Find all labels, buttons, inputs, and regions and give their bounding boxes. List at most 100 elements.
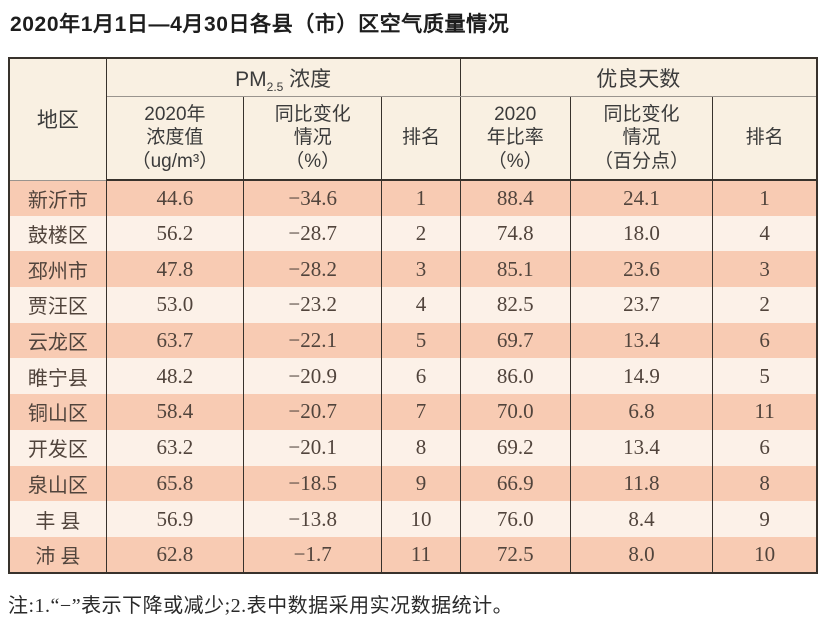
pm-rank-cell: 9: [381, 465, 461, 502]
good-change-cell: 6.8: [569, 394, 714, 430]
good-rank-cell: 4: [712, 215, 818, 252]
pm-value-cell: 53.0: [105, 287, 245, 323]
good-rank-cell: 10: [712, 536, 818, 573]
good-rank-column-header: 排名: [712, 96, 818, 181]
table-row: 贾汪区 53.0 −23.2 4 82.5 23.7 2: [8, 287, 818, 323]
pm-value-cell: 47.8: [105, 251, 245, 288]
good-rate-cell: 76.0: [459, 501, 571, 537]
good-rank-cell: 11: [712, 394, 818, 430]
table-row: 睢宁县 48.2 −20.9 6 86.0 14.9 5: [8, 358, 818, 395]
table-row: 开发区 63.2 −20.1 8 69.2 13.4 6: [8, 429, 818, 466]
air-quality-table: 地区 PM2.5 浓度 优良天数 2020年 浓度值 （ug/m³） 同比变化 …: [8, 57, 818, 574]
good-rank-cell: 6: [712, 429, 818, 466]
good-days-group-header: 优良天数: [459, 58, 818, 97]
good-change-cell: 8.0: [569, 536, 714, 573]
pm-rank-cell: 4: [381, 287, 461, 323]
pm-rank-cell: 10: [381, 501, 461, 537]
pm25-label-prefix: PM: [235, 67, 267, 91]
table-row: 铜山区 58.4 −20.7 7 70.0 6.8 11: [8, 394, 818, 430]
table-row: 沛 县 62.8 −1.7 11 72.5 8.0 10: [8, 536, 818, 573]
pm-value-cell: 65.8: [105, 465, 245, 502]
pm-value-cell: 58.4: [105, 394, 245, 430]
region-cell: 贾汪区: [8, 287, 107, 323]
good-change-cell: 13.4: [569, 429, 714, 466]
good-rank-cell: 1: [712, 180, 818, 216]
table-row: 泉山区 65.8 −18.5 9 66.9 11.8 8: [8, 465, 818, 502]
table-row: 鼓楼区 56.2 −28.7 2 74.8 18.0 4: [8, 215, 818, 252]
good-change-cell: 18.0: [569, 215, 714, 252]
header-group-row: 地区 PM2.5 浓度 优良天数: [8, 58, 818, 181]
good-rank-cell: 3: [712, 251, 818, 288]
pm25-group-header: PM2.5 浓度: [105, 58, 461, 97]
region-cell: 丰 县: [8, 501, 107, 537]
good-change-cell: 24.1: [569, 180, 714, 216]
region-cell: 新沂市: [8, 180, 107, 216]
good-rate-cell: 86.0: [459, 358, 571, 395]
table-row: 新沂市 44.6 −34.6 1 88.4 24.1 1: [8, 180, 818, 216]
pm-rank-cell: 5: [381, 322, 461, 359]
region-column-header: 地区: [8, 58, 107, 181]
table-row: 云龙区 63.7 −22.1 5 69.7 13.4 6: [8, 322, 818, 359]
pm-change-cell: −23.2: [243, 287, 383, 323]
good-rate-cell: 66.9: [459, 465, 571, 502]
pm-value-cell: 56.2: [105, 215, 245, 252]
pm-rank-cell: 8: [381, 429, 461, 466]
pm25-label-suffix: 浓度: [283, 67, 332, 91]
pm-change-cell: −1.7: [243, 536, 383, 573]
pm-rank-cell: 2: [381, 215, 461, 252]
good-change-cell: 8.4: [569, 501, 714, 537]
pm-change-cell: −20.9: [243, 358, 383, 395]
pm-rank-cell: 6: [381, 358, 461, 395]
good-change-column-header: 同比变化 情况 （百分点）: [569, 96, 714, 181]
pm-change-cell: −28.2: [243, 251, 383, 288]
header-sub-row: 2020年 浓度值 （ug/m³） 同比变化 情况 （%） 排名 2020 年比…: [9, 96, 818, 181]
good-rate-cell: 70.0: [459, 394, 571, 430]
region-cell: 铜山区: [8, 394, 107, 430]
table-body: 新沂市 44.6 −34.6 1 88.4 24.1 1 鼓楼区 56.2 −2…: [8, 180, 818, 573]
table-row: 丰 县 56.9 −13.8 10 76.0 8.4 9: [8, 501, 818, 537]
pm-value-cell: 63.7: [105, 322, 245, 359]
good-rank-cell: 5: [712, 358, 818, 395]
good-change-cell: 14.9: [569, 358, 714, 395]
pm-change-cell: −20.1: [243, 429, 383, 466]
good-rate-cell: 74.8: [459, 215, 571, 252]
good-rank-cell: 6: [712, 322, 818, 359]
region-cell: 鼓楼区: [8, 215, 107, 252]
good-rate-cell: 72.5: [459, 536, 571, 573]
region-cell: 开发区: [8, 429, 107, 466]
pm-rank-cell: 11: [381, 536, 461, 573]
pm-value-cell: 62.8: [105, 536, 245, 573]
good-rank-cell: 8: [712, 465, 818, 502]
good-change-cell: 13.4: [569, 322, 714, 359]
pm-value-cell: 56.9: [105, 501, 245, 537]
pm-change-cell: −20.7: [243, 394, 383, 430]
pm-value-column-header: 2020年 浓度值 （ug/m³）: [105, 96, 245, 181]
good-change-cell: 11.8: [569, 465, 714, 502]
good-change-cell: 23.7: [569, 287, 714, 323]
good-change-cell: 23.6: [569, 251, 714, 288]
pm25-label-subscript: 2.5: [266, 79, 284, 94]
region-cell: 邳州市: [8, 251, 107, 288]
region-cell: 泉山区: [8, 465, 107, 502]
pm-value-cell: 63.2: [105, 429, 245, 466]
table-row: 邳州市 47.8 −28.2 3 85.1 23.6 3: [8, 251, 818, 288]
pm-rank-cell: 7: [381, 394, 461, 430]
pm-change-cell: −28.7: [243, 215, 383, 252]
pm-rank-cell: 3: [381, 251, 461, 288]
pm-change-cell: −34.6: [243, 180, 383, 216]
good-rate-column-header: 2020 年比率 （%）: [459, 96, 571, 181]
good-rank-cell: 9: [712, 501, 818, 537]
good-rate-cell: 88.4: [459, 180, 571, 216]
pm-change-cell: −13.8: [243, 501, 383, 537]
good-rank-cell: 2: [712, 287, 818, 323]
good-rate-cell: 85.1: [459, 251, 571, 288]
pm-rank-cell: 1: [381, 180, 461, 216]
table-header: 地区 PM2.5 浓度 优良天数 2020年 浓度值 （ug/m³） 同比变化 …: [8, 58, 818, 181]
region-cell: 睢宁县: [8, 358, 107, 395]
pm-rank-column-header: 排名: [381, 96, 461, 181]
page-title: 2020年1月1日—4月30日各县（市）区空气质量情况: [10, 13, 510, 36]
pm-value-cell: 44.6: [105, 180, 245, 216]
pm-change-cell: −22.1: [243, 322, 383, 359]
good-rate-cell: 69.7: [459, 322, 571, 359]
good-rate-cell: 82.5: [459, 287, 571, 323]
